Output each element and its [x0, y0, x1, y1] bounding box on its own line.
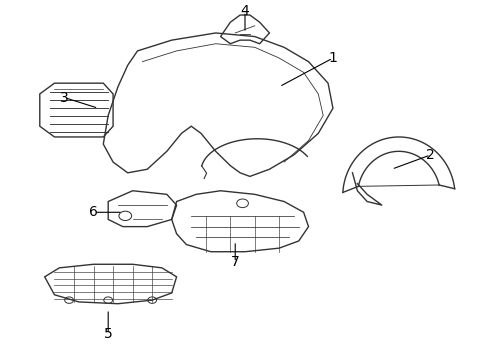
Text: 6: 6	[89, 205, 98, 219]
Text: 1: 1	[328, 51, 338, 65]
Text: 5: 5	[104, 327, 113, 341]
Text: 4: 4	[241, 4, 249, 18]
Text: 7: 7	[231, 256, 240, 270]
Text: 2: 2	[426, 148, 435, 162]
Text: 3: 3	[60, 90, 69, 104]
